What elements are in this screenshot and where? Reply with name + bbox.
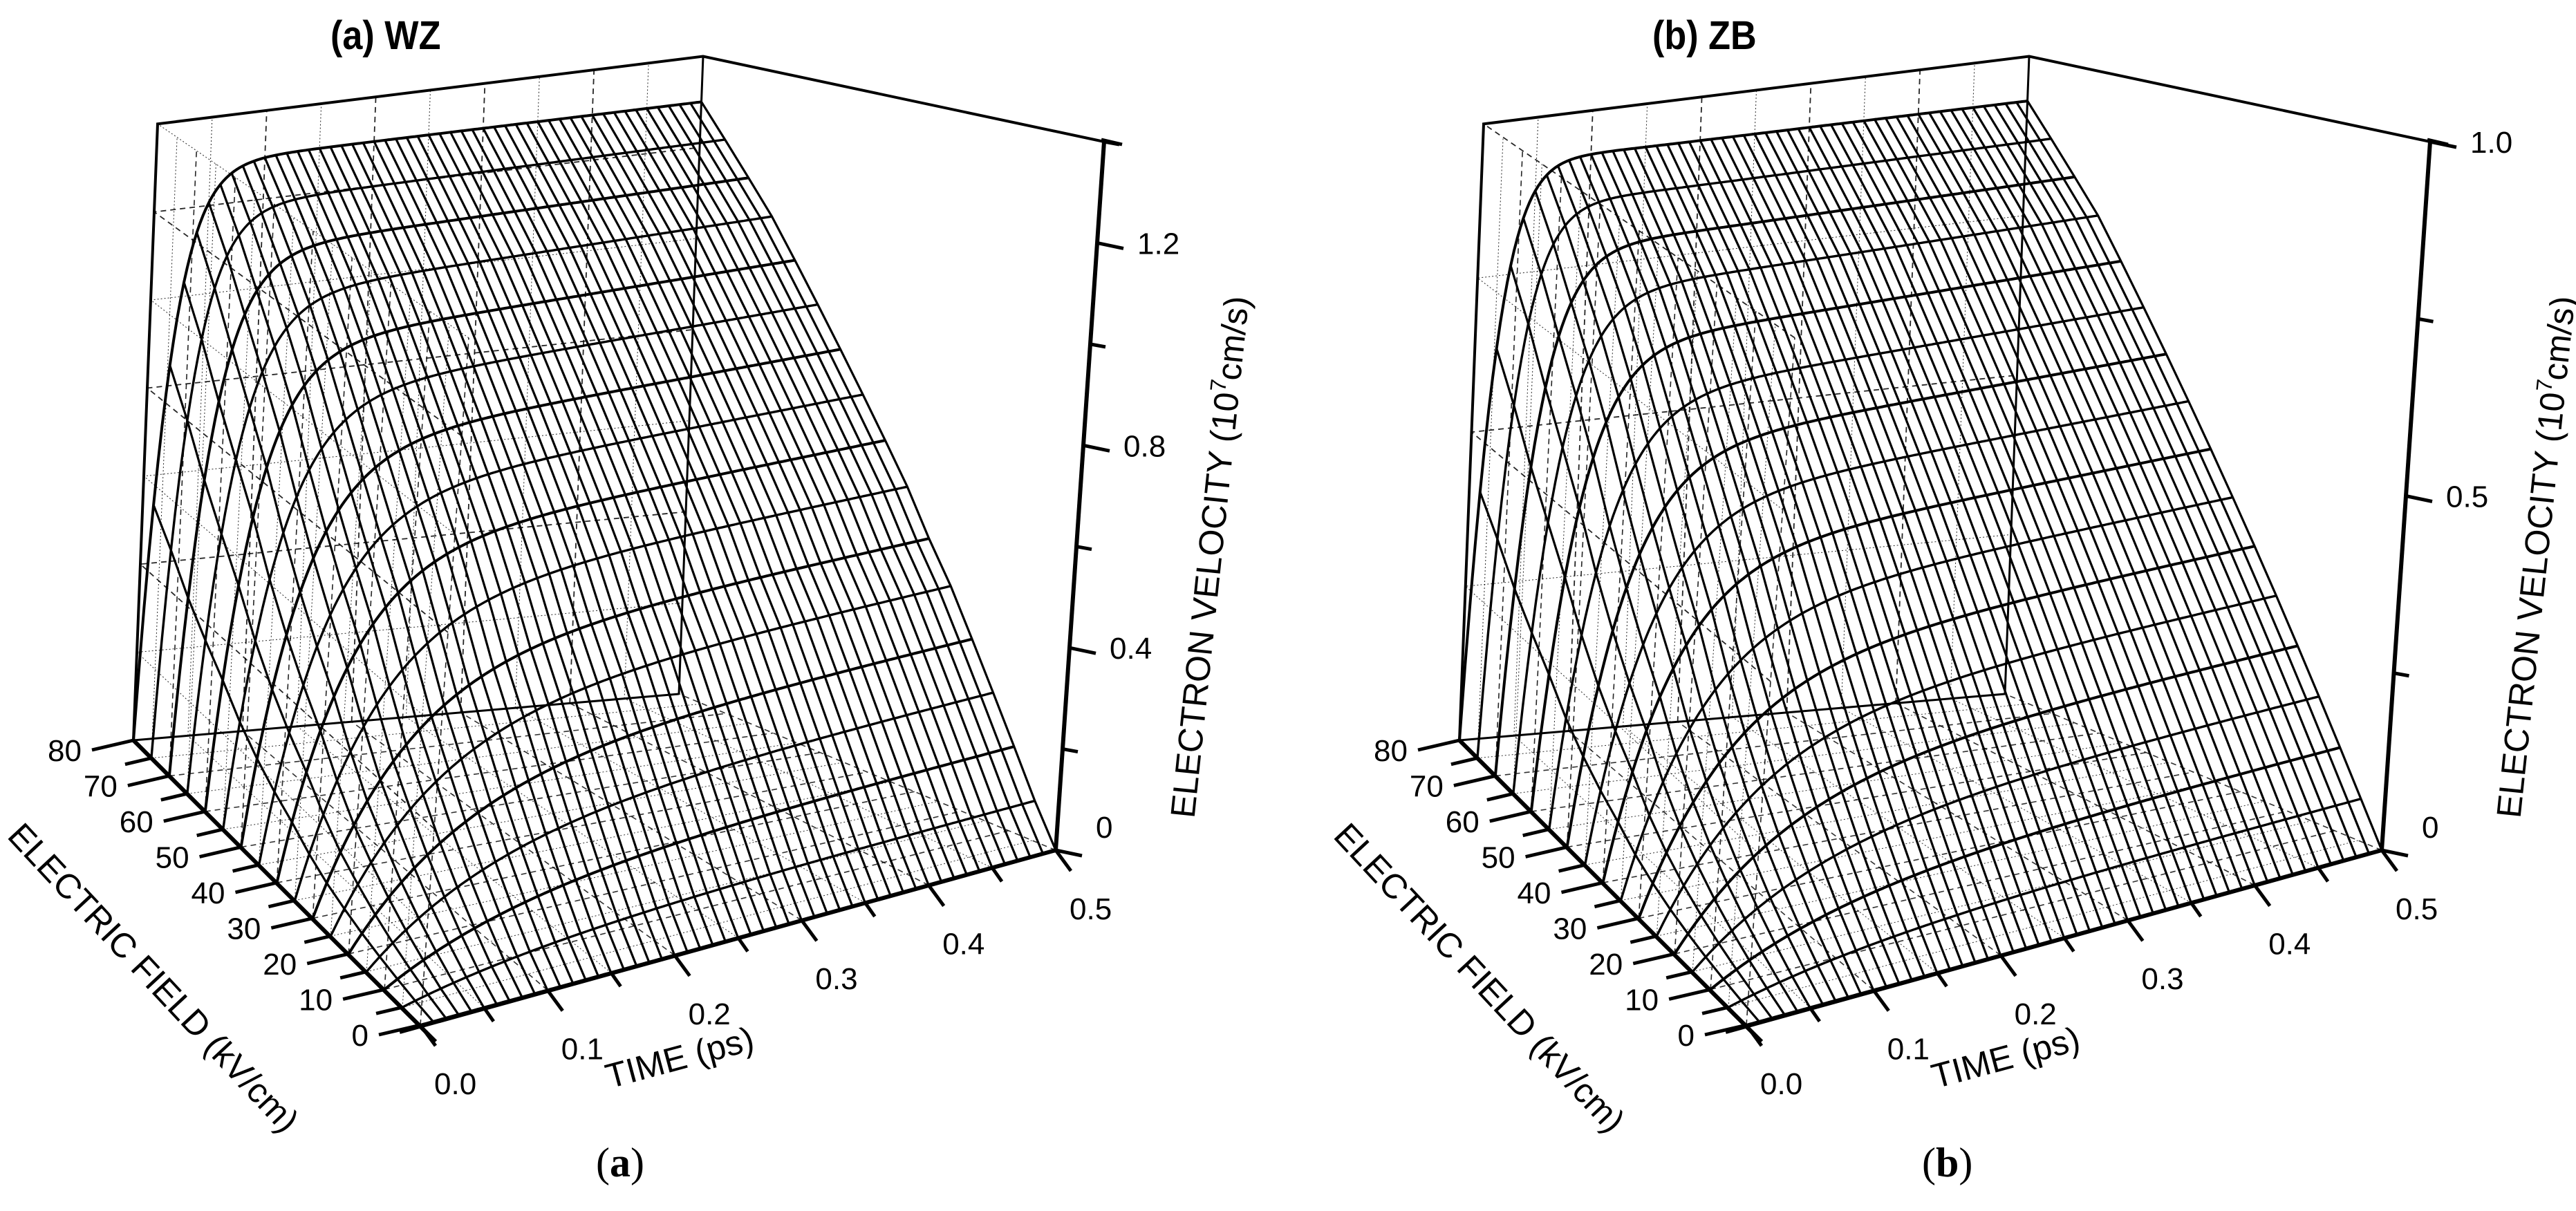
z-axis-line xyxy=(1054,141,1106,851)
time-tick-label: 0.3 xyxy=(815,962,857,996)
surface-plot-zb: 0 0.5 1.0 ELECTRON VELOCITY (107cm/s) 0.0 0.1… xyxy=(1327,55,2576,1140)
time-tick-label: 0.2 xyxy=(2015,997,2057,1031)
time-axis-line xyxy=(1725,848,2382,1034)
caption-paren-close: ) xyxy=(630,1140,644,1185)
panel-title: (a) WZ xyxy=(330,13,441,58)
caption-paren-open: ( xyxy=(596,1140,610,1185)
panel-caption: (b) xyxy=(1922,1139,1972,1187)
z-tick-label: 1.2 xyxy=(1137,227,1179,261)
time-tick-label: 0.4 xyxy=(942,928,984,961)
time-tick-label: 0.0 xyxy=(434,1067,476,1101)
field-tick-label: 20 xyxy=(263,948,297,982)
field-tick-label: 20 xyxy=(1589,948,1623,982)
field-tick-label: 40 xyxy=(1518,876,1551,910)
z-tick-label: 0.4 xyxy=(1110,632,1152,666)
field-tick-label: 0 xyxy=(1678,1019,1695,1053)
caption-paren-open: ( xyxy=(1922,1140,1936,1185)
field-tick-label: 10 xyxy=(299,984,333,1017)
caption-paren-close: ) xyxy=(1959,1140,1973,1185)
z-axis-title: ELECTRON VELOCITY (107cm/s) xyxy=(1161,294,1257,820)
caption-letter: a xyxy=(609,1140,631,1185)
time-axis-title: TIME (ps) xyxy=(1928,1020,2084,1096)
time-axis-title: TIME (ps) xyxy=(601,1020,758,1096)
time-axis-line xyxy=(399,848,1056,1034)
z-tick-label: 0.8 xyxy=(1123,429,1166,463)
field-tick-label: 0 xyxy=(352,1019,368,1053)
axes: 0 0.4 0.8 1.2 ELECTRON VELOCITY (107cm/s) 0.0… xyxy=(1,138,1257,1140)
time-tick-label: 0.1 xyxy=(561,1032,604,1066)
z-tick-label: 1.0 xyxy=(2470,126,2512,160)
field-tick-label: 80 xyxy=(1374,734,1408,768)
field-tick-label: 50 xyxy=(1482,841,1515,875)
z-tick-label: 0 xyxy=(2422,811,2438,845)
field-tick-label: 30 xyxy=(227,912,261,946)
z-axis-title: ELECTRON VELOCITY (107cm/s) xyxy=(2487,294,2576,820)
time-tick-label: 0.3 xyxy=(2141,962,2183,996)
panel-b-zb: 0 0.5 1.0 ELECTRON VELOCITY (107cm/s) 0.0 0.1… xyxy=(1326,0,2576,1211)
time-tick-label: 0.4 xyxy=(2268,928,2311,961)
field-tick-label: 30 xyxy=(1553,912,1587,946)
field-tick-label: 50 xyxy=(156,841,189,875)
field-tick-label: 70 xyxy=(1410,770,1444,804)
caption-letter: b xyxy=(1935,1140,1959,1185)
field-tick-label: 60 xyxy=(1446,805,1480,839)
time-tick-label: 0.5 xyxy=(1070,892,1112,926)
panel-title: (b) ZB xyxy=(1652,13,1757,58)
surface-mesh xyxy=(132,100,1057,1026)
surface-plot-wz: 0 0.4 0.8 1.2 ELECTRON VELOCITY (107cm/s) 0.0… xyxy=(1,55,1257,1140)
time-tick-label: 0.0 xyxy=(1760,1067,1802,1101)
field-tick-label: 80 xyxy=(48,734,82,768)
field-axis-line xyxy=(131,738,438,1044)
panel-caption: (a) xyxy=(596,1139,644,1187)
field-tick-label: 10 xyxy=(1625,984,1659,1017)
z-tick-label: 0.5 xyxy=(2446,480,2488,514)
panel-a-wz: 0 0.4 0.8 1.2 ELECTRON VELOCITY (107cm/s) 0.0… xyxy=(1,13,1257,1187)
field-tick-label: 40 xyxy=(192,876,225,910)
field-axis-line xyxy=(1457,738,1764,1044)
field-tick-label: 70 xyxy=(84,770,118,804)
z-tick-label: 0 xyxy=(1096,811,1112,845)
time-tick-label: 0.1 xyxy=(1887,1032,1930,1066)
time-tick-label: 0.5 xyxy=(2396,892,2438,926)
field-tick-label: 60 xyxy=(120,805,153,839)
surface-mesh xyxy=(1458,100,2383,1026)
time-tick-label: 0.2 xyxy=(689,997,731,1031)
